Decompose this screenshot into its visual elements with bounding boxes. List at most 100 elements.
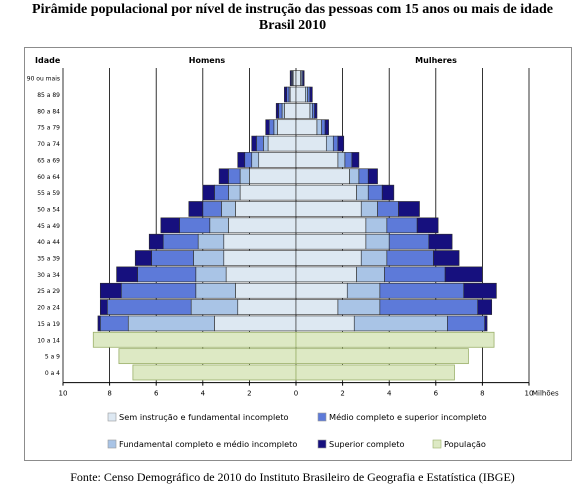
mulheres-bar-superior	[302, 70, 305, 86]
mulheres-bar-fundamental	[349, 168, 360, 185]
chart-title: Pirâmide populacional por nível de instr…	[0, 2, 585, 34]
homens-bar-sem_instrucao	[258, 152, 297, 168]
homens-bar-medio	[268, 119, 275, 136]
mulheres-bar-sem_instrucao	[295, 119, 318, 136]
mulheres-bar-superior	[337, 135, 345, 152]
age-label: 35 a 39	[37, 256, 60, 263]
homens-bar-medio	[228, 168, 241, 185]
age-label: 80 a 84	[37, 108, 60, 115]
age-label: 50 a 54	[37, 206, 60, 213]
mulheres-bar-superior	[367, 168, 378, 185]
legend-label-fundamental: Fundamental completo e médio incompleto	[119, 439, 297, 449]
homens-bar-sem_instrucao	[237, 299, 297, 315]
homens-bar-sem_instrucao	[292, 70, 297, 86]
x-tick-label: 4	[387, 390, 392, 398]
mulheres-bar-superior	[463, 282, 497, 299]
homens-bar-superior	[116, 266, 138, 283]
mulheres-bar-fundamental	[316, 119, 322, 136]
age-label: 70 a 74	[37, 141, 60, 148]
mulheres-bar-superior	[416, 217, 439, 234]
homens-bar-fundamental	[195, 282, 236, 299]
mulheres-bar-medio	[344, 152, 353, 168]
homens-bar-fundamental	[197, 233, 225, 250]
homens-bar-medio	[256, 135, 264, 152]
age-label: 0 a 4	[45, 370, 60, 377]
mulheres-bar-fundamental	[346, 282, 381, 299]
homens-bar-medio	[120, 282, 197, 299]
mulheres-bar-medio	[384, 266, 446, 283]
mulheres-bar-fundamental	[360, 250, 388, 266]
homens-bar-superior	[160, 217, 180, 234]
mulheres-bar-fundamental	[337, 299, 381, 315]
chart-title-line2: Brasil 2010	[258, 18, 327, 33]
mulheres-bar-medio	[358, 168, 369, 185]
mulheres-bar-superior	[477, 299, 493, 315]
legend-label-medio: Médio completo e superior incompleto	[329, 412, 487, 422]
homens-bar-medio	[202, 201, 222, 217]
homens-bar-fundamental	[263, 135, 269, 152]
homens-bar-sem_instrucao	[228, 217, 297, 234]
homens-bar-sem_instrucao	[249, 168, 297, 185]
mulheres-bar-superior	[433, 250, 460, 266]
age-label: 15 a 19	[37, 321, 60, 328]
x-tick-label: 2	[340, 390, 344, 398]
mulheres-bar-fundamental	[309, 103, 313, 119]
homens-bar-superior	[134, 250, 152, 266]
mulheres-bar-superior	[428, 233, 453, 250]
homens-bar-medio	[179, 217, 211, 234]
legend-swatch-fundamental	[107, 439, 117, 449]
legend-swatch-sem_instrucao	[107, 412, 117, 422]
age-label: 75 a 79	[37, 125, 60, 132]
mulheres-bar-medio	[386, 217, 418, 234]
homens-bar-sem_instrucao	[267, 135, 297, 152]
mulheres-bar-populacao	[295, 364, 455, 381]
homens-bar-medio	[244, 152, 253, 168]
x-tick-label: 2	[247, 390, 251, 398]
mulheres-bar-populacao	[295, 331, 495, 348]
homens-bar-superior	[284, 86, 287, 103]
homens-bar-superior	[237, 152, 246, 168]
chart-title-line1: Pirâmide populacional por nível de instr…	[32, 2, 553, 17]
mulheres-bar-sem_instrucao	[295, 233, 367, 250]
mulheres-bar-superior	[484, 315, 488, 332]
homens-bar-superior	[99, 282, 122, 299]
mulheres-bar-sem_instrucao	[295, 152, 339, 168]
mulheres-bar-fundamental	[337, 152, 346, 168]
age-label: 25 a 29	[37, 288, 60, 295]
homens-bar-superior	[188, 201, 204, 217]
homens-bar-fundamental	[127, 315, 215, 332]
age-label: 90 ou mais	[27, 76, 60, 83]
legend-label-populacao: População	[444, 439, 486, 449]
homens-bar-superior	[148, 233, 164, 250]
mulheres-bar-medio	[447, 315, 486, 332]
mulheres-bar-sem_instrucao	[295, 201, 362, 217]
mulheres-bar-sem_instrucao	[295, 86, 306, 103]
mulheres-bar-medio	[367, 184, 383, 201]
homens-bar-fundamental	[239, 168, 250, 185]
homens-bar-fundamental	[251, 152, 260, 168]
mulheres-bar-medio	[312, 103, 315, 119]
mulheres-bar-superior	[398, 201, 420, 217]
mulheres-bar-sem_instrucao	[295, 250, 362, 266]
age-label: 5 a 9	[45, 354, 60, 361]
mulheres-bar-medio	[321, 119, 326, 136]
homens-bar-superior	[265, 119, 270, 136]
homens-bar-fundamental	[273, 119, 278, 136]
mulheres-bar-fundamental	[305, 86, 308, 103]
homens-bar-medio	[162, 233, 199, 250]
homens-bar-sem_instrucao	[223, 250, 297, 266]
homens-bar-sem_instrucao	[223, 233, 297, 250]
homens-bar-medio	[286, 86, 290, 103]
mulheres-bar-superior	[314, 103, 318, 119]
y-axis-label: Idade	[35, 56, 61, 65]
homens-bar-sem_instrucao	[239, 184, 297, 201]
legend-label-superior: Superior completo	[329, 439, 404, 449]
legend-label-sem_instrucao: Sem instrução e fundamental incompleto	[119, 412, 289, 422]
age-label: 65 a 69	[37, 157, 60, 164]
homens-bar-superior	[202, 184, 215, 201]
mulheres-bar-fundamental	[360, 201, 378, 217]
x-tick-label: 8	[107, 390, 111, 398]
homens-bar-medio	[106, 299, 192, 315]
legend-swatch-superior	[317, 439, 327, 449]
